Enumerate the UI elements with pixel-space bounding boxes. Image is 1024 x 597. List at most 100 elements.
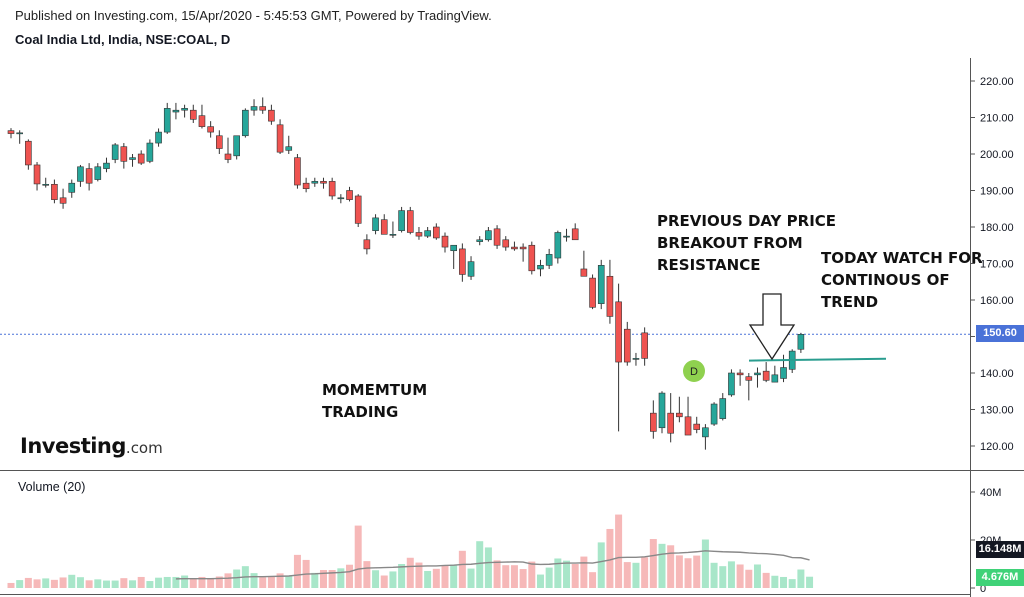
candle-body xyxy=(16,132,23,135)
candle xyxy=(120,143,128,169)
price-tick-label: 130.00 xyxy=(980,405,1014,417)
volume-bar xyxy=(615,514,623,588)
volume-bar xyxy=(16,580,24,588)
candle-body xyxy=(702,427,709,438)
candle xyxy=(111,143,119,164)
candle-body xyxy=(658,392,666,429)
candle xyxy=(155,128,162,147)
candle-body xyxy=(328,181,336,197)
candle xyxy=(728,369,735,397)
candle xyxy=(285,135,293,154)
d-marker-badge xyxy=(683,360,705,382)
candle-body xyxy=(233,135,240,157)
volume-bar xyxy=(701,539,709,588)
volume-bar xyxy=(780,576,788,588)
candle-body xyxy=(563,235,570,238)
volume-bar xyxy=(250,573,258,588)
volume-bar xyxy=(59,577,67,588)
candle-body xyxy=(650,412,657,432)
volume-ma-label: 16.148M xyxy=(976,541,1024,558)
candle-body xyxy=(224,153,232,160)
candle xyxy=(311,177,319,187)
candle-body xyxy=(780,367,787,379)
volume-bar xyxy=(363,561,371,588)
volume-bar xyxy=(476,541,484,588)
volume-bar xyxy=(259,577,267,588)
candle xyxy=(398,206,405,233)
volume-bar xyxy=(589,572,597,588)
volume-bar xyxy=(484,547,492,588)
candle-body xyxy=(337,197,345,200)
volume-bar xyxy=(285,576,293,588)
candle-body xyxy=(59,197,67,204)
candle-body xyxy=(571,228,579,241)
candle-body xyxy=(94,166,102,180)
volume-bar xyxy=(597,542,605,588)
candle-body xyxy=(728,372,735,396)
candle-body xyxy=(68,182,76,193)
candle xyxy=(276,119,284,154)
candle-body xyxy=(7,130,15,134)
candle xyxy=(85,163,93,191)
candle xyxy=(189,104,197,123)
candle xyxy=(163,102,171,134)
candle xyxy=(320,177,327,189)
candle xyxy=(68,179,76,198)
candle-body xyxy=(554,232,562,259)
candle-body xyxy=(537,265,544,270)
candle xyxy=(615,283,622,432)
candle xyxy=(554,230,562,264)
volume-bar xyxy=(762,572,770,588)
candle-body xyxy=(129,157,136,160)
volume-pane-label: Volume (20) xyxy=(18,480,86,494)
candle-body xyxy=(684,416,692,436)
volume-bar xyxy=(727,561,735,588)
candle-body xyxy=(476,239,484,242)
candle-body xyxy=(42,183,50,186)
candle-body xyxy=(103,162,110,169)
volume-bar xyxy=(33,579,41,588)
candle xyxy=(268,104,275,125)
candle xyxy=(762,362,770,383)
candle xyxy=(676,396,683,423)
volume-bar xyxy=(120,578,128,588)
candle-body xyxy=(754,372,761,376)
candle-body xyxy=(181,108,188,111)
d-marker-text: D xyxy=(690,366,698,378)
candle-body xyxy=(467,261,475,277)
candle xyxy=(650,400,657,439)
candle-body xyxy=(580,268,588,277)
candle xyxy=(181,104,188,118)
volume-bar xyxy=(467,568,475,588)
volume-bar xyxy=(224,573,232,588)
candle-body xyxy=(346,190,353,200)
candle xyxy=(380,214,388,235)
volume-bar xyxy=(745,569,753,588)
candle-body xyxy=(693,423,701,430)
candle-body xyxy=(771,374,779,383)
candle-body xyxy=(259,106,267,111)
price-tick-label: 180.00 xyxy=(980,222,1014,234)
candle xyxy=(537,259,544,277)
candle xyxy=(146,139,154,164)
candle-body xyxy=(545,254,553,266)
candle xyxy=(7,128,15,139)
candle-body xyxy=(380,219,388,235)
candle xyxy=(233,135,240,160)
candle-body xyxy=(302,182,310,189)
candle-body xyxy=(519,246,527,250)
candle-body xyxy=(120,146,128,162)
candle xyxy=(667,393,674,443)
candle xyxy=(511,241,518,251)
candle xyxy=(493,225,501,249)
volume-bar xyxy=(658,543,666,588)
volume-bar xyxy=(450,564,458,588)
annotation-momentum: MOMEMTUM TRADING xyxy=(322,381,428,421)
candle xyxy=(406,206,414,235)
candle xyxy=(259,97,267,114)
volume-bar xyxy=(606,528,614,588)
volume-bar xyxy=(771,575,779,588)
volume-bar xyxy=(172,576,180,588)
volume-bar xyxy=(528,561,536,588)
candle xyxy=(745,373,753,401)
